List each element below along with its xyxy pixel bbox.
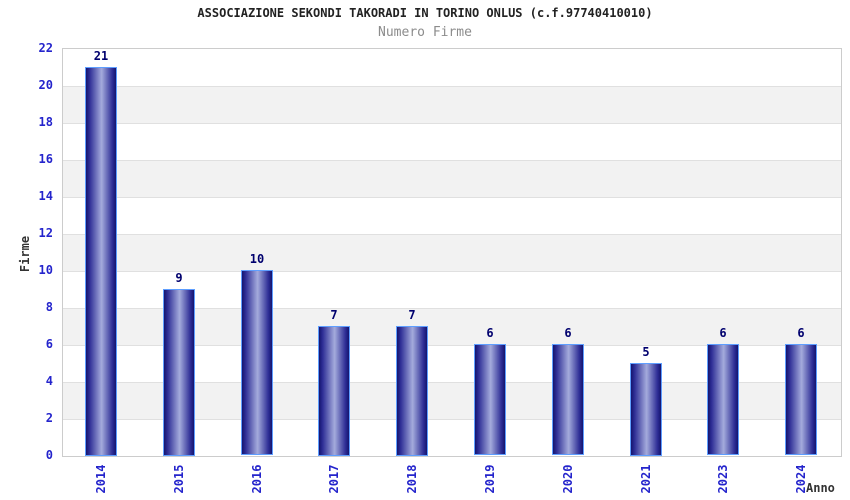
- bar-value-label: 9: [175, 271, 183, 285]
- x-axis-title: Anno: [806, 481, 835, 495]
- bar: [474, 344, 506, 455]
- gridline: [63, 123, 841, 124]
- gridline: [63, 197, 841, 198]
- x-tick-label: 2021: [639, 464, 653, 494]
- bar-value-label: 6: [486, 326, 494, 340]
- chart-subtitle: Numero Firme: [378, 25, 472, 40]
- bar: [630, 363, 662, 456]
- y-tick-label: 14: [38, 189, 53, 203]
- y-tick-label: 18: [38, 115, 53, 129]
- x-tick-label: 2014: [94, 464, 108, 494]
- y-tick-label: 22: [38, 41, 53, 55]
- bar: [785, 344, 817, 455]
- chart-title: ASSOCIAZIONE SEKONDI TAKORADI IN TORINO …: [197, 6, 653, 20]
- y-tick-label: 6: [45, 337, 53, 351]
- y-tick-label: 10: [38, 263, 53, 277]
- y-tick-label: 20: [38, 78, 53, 92]
- y-tick-label: 8: [45, 300, 53, 314]
- x-tick-label: 2019: [483, 464, 497, 494]
- gridline: [63, 160, 841, 161]
- gridline: [63, 234, 841, 235]
- bar-value-label: 6: [719, 326, 727, 340]
- x-tick-label: 2020: [561, 464, 575, 494]
- gridline: [63, 86, 841, 87]
- bar: [163, 289, 195, 456]
- y-tick-label: 2: [45, 411, 53, 425]
- y-tick-label: 16: [38, 152, 53, 166]
- y-tick-label: 4: [45, 374, 53, 388]
- grid-band: [63, 160, 841, 197]
- x-tick-label: 2015: [172, 464, 186, 494]
- gridline: [63, 345, 841, 346]
- x-tick-label: 2016: [250, 464, 264, 494]
- bar: [241, 270, 273, 455]
- bar-value-label: 5: [642, 345, 650, 359]
- gridline: [63, 271, 841, 272]
- x-tick-label: 2018: [405, 464, 419, 494]
- bar: [396, 326, 428, 456]
- gridline: [63, 382, 841, 383]
- bar-value-label: 10: [249, 252, 265, 266]
- bar: [85, 67, 117, 456]
- grid-band: [63, 86, 841, 123]
- gridline: [63, 308, 841, 309]
- x-tick-label: 2023: [716, 464, 730, 494]
- bar-value-label: 7: [408, 308, 416, 322]
- y-tick-label: 12: [38, 226, 53, 240]
- bar-value-label: 7: [330, 308, 338, 322]
- bar: [552, 344, 584, 455]
- bar: [318, 326, 350, 456]
- y-tick-label: 0: [45, 448, 53, 462]
- gridline: [63, 419, 841, 420]
- grid-band: [63, 234, 841, 271]
- bar: [707, 344, 739, 455]
- x-tick-label: 2017: [327, 464, 341, 494]
- bar-value-label: 6: [797, 326, 805, 340]
- bar-value-label: 6: [564, 326, 572, 340]
- x-tick-label: 2024: [794, 464, 808, 494]
- bar-value-label: 21: [93, 49, 109, 63]
